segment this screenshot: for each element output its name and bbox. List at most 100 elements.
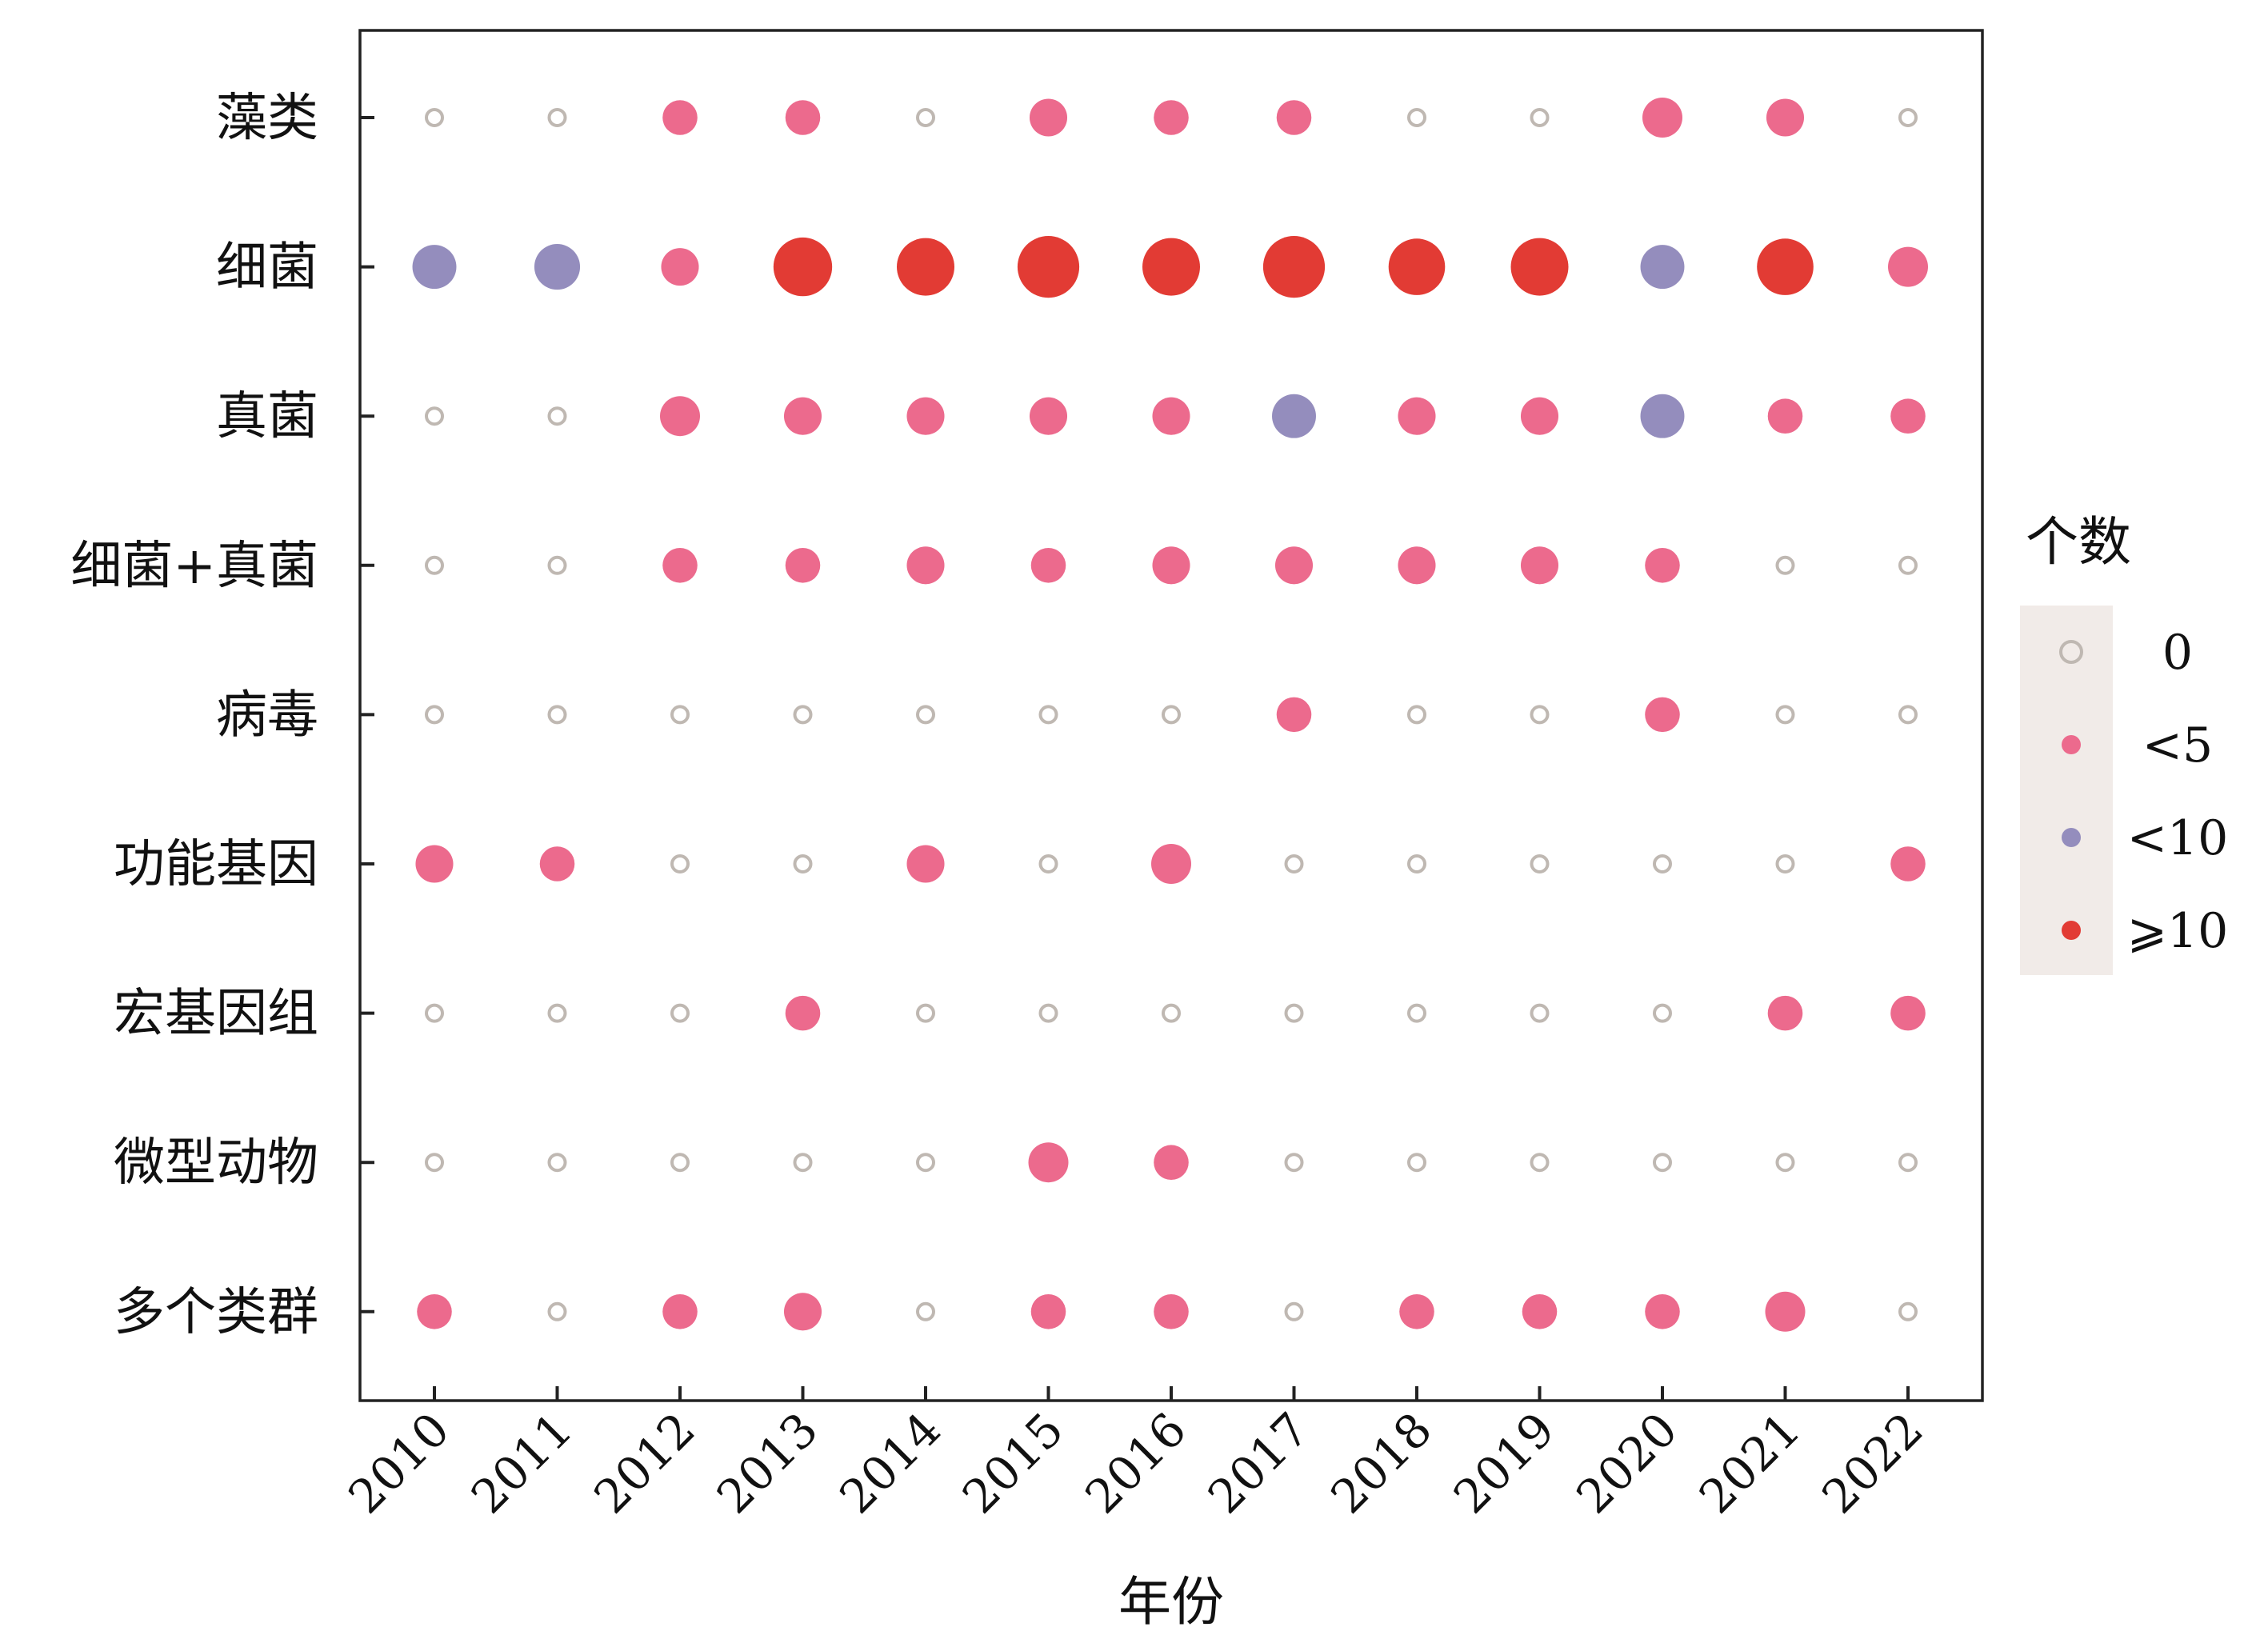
y-tick-label: 宏基因组 <box>114 985 318 1044</box>
bubble-2015-病毒 <box>1038 705 1058 725</box>
legend-title: 个数 <box>2026 511 2131 573</box>
bubble-2017-藻类 <box>1276 100 1312 135</box>
bubble-2014-真菌 <box>906 397 945 435</box>
bubble-2020-真菌 <box>1640 394 1685 438</box>
x-tick-label: 2011 <box>461 1402 582 1524</box>
bubble-2010-微型动物 <box>425 1153 444 1173</box>
bubble-2015-宏基因组 <box>1038 1003 1058 1023</box>
bubble-2016-真菌 <box>1152 397 1190 435</box>
bubble-2014-细菌 <box>897 238 954 296</box>
x-tick-label: 2012 <box>583 1402 705 1524</box>
bubble-2018-多个类群 <box>1399 1294 1434 1329</box>
bubble-2011-多个类群 <box>547 1301 567 1321</box>
bubble-2021-微型动物 <box>1775 1153 1795 1173</box>
bubble-2020-宏基因组 <box>1653 1003 1672 1023</box>
x-axis: 2010 2011 2012 2013 2014 2015 2016 2017 2018 2019… <box>338 1386 1934 1524</box>
bubble-2014-病毒 <box>916 705 935 725</box>
bubble-2014-多个类群 <box>916 1301 935 1321</box>
bubble-2010-功能基因 <box>415 845 454 883</box>
x-tick-label: 2018 <box>1320 1402 1442 1524</box>
bubble-2021-细菌 <box>1757 238 1814 295</box>
x-tick-label: 2017 <box>1198 1402 1319 1524</box>
bubble-2022-细菌 <box>1888 246 1928 287</box>
x-tick-label: 2019 <box>1443 1402 1565 1524</box>
bubble-2022-细菌+真菌 <box>1898 555 1918 575</box>
bubble-2018-病毒 <box>1407 705 1426 725</box>
y-tick-label: 细菌+真菌 <box>70 537 318 596</box>
bubble-2012-真菌 <box>660 396 700 437</box>
bubble-2011-真菌 <box>547 406 567 426</box>
bubble-2013-功能基因 <box>793 854 813 873</box>
bubble-2011-病毒 <box>547 705 567 725</box>
bubble-2022-宏基因组 <box>1890 995 1926 1031</box>
bubble-2010-藻类 <box>425 108 444 127</box>
bubble-2011-藻类 <box>547 108 567 127</box>
legend-label: <5 <box>2142 718 2213 774</box>
bubble-2010-多个类群 <box>417 1294 452 1329</box>
bubble-2019-细菌+真菌 <box>1520 546 1559 585</box>
bubble-2012-病毒 <box>670 705 690 725</box>
y-tick-label: 真菌 <box>216 387 318 446</box>
bubble-2019-藻类 <box>1530 108 1550 127</box>
bubble-2018-功能基因 <box>1407 854 1426 873</box>
bubble-2014-微型动物 <box>916 1153 935 1173</box>
x-tick-label: 2014 <box>829 1402 950 1524</box>
y-tick-label: 微型动物 <box>114 1133 318 1193</box>
bubble-2017-真菌 <box>1272 394 1316 438</box>
x-axis-title: 年份 <box>1118 1571 1224 1627</box>
bubble-2015-藻类 <box>1029 98 1068 137</box>
bubble-layer <box>412 98 1928 1332</box>
x-tick-label: 2015 <box>952 1402 1074 1524</box>
legend-marker <box>2059 640 2083 664</box>
y-tick-label: 多个类群 <box>114 1283 318 1342</box>
bubble-2014-藻类 <box>916 108 935 127</box>
legend-marker <box>2062 735 2081 754</box>
legend-label: ⩾10 <box>2127 903 2229 959</box>
bubble-2020-多个类群 <box>1645 1294 1680 1329</box>
bubble-2010-真菌 <box>425 406 444 426</box>
x-tick-label: 2013 <box>706 1402 828 1524</box>
bubble-2019-功能基因 <box>1530 854 1550 873</box>
bubble-2014-细菌+真菌 <box>906 546 945 585</box>
bubble-2012-藻类 <box>662 100 698 135</box>
bubble-2015-细菌+真菌 <box>1030 548 1066 583</box>
legend-items: 0 <5 <10 ⩾10 <box>2059 625 2229 959</box>
bubble-2018-宏基因组 <box>1407 1003 1426 1023</box>
legend-box <box>2020 606 2113 975</box>
bubble-2012-微型动物 <box>670 1153 690 1173</box>
bubble-2020-藻类 <box>1642 98 1682 138</box>
bubble-2012-细菌+真菌 <box>662 548 698 583</box>
bubble-2019-病毒 <box>1530 705 1550 725</box>
bubble-2012-细菌 <box>661 248 699 286</box>
legend: 个数 0 <5 <10 ⩾10 <box>2020 511 2228 975</box>
bubble-2010-病毒 <box>425 705 444 725</box>
bubble-2015-多个类群 <box>1030 1294 1066 1329</box>
legend-marker <box>2062 828 2081 847</box>
bubble-2013-病毒 <box>793 705 813 725</box>
x-tick-label: 2021 <box>1689 1402 1810 1524</box>
bubble-2014-宏基因组 <box>916 1003 935 1023</box>
y-tick-label: 细菌 <box>216 238 318 298</box>
bubble-2020-微型动物 <box>1653 1153 1672 1173</box>
bubble-2021-多个类群 <box>1765 1291 1806 1332</box>
bubble-2019-细菌 <box>1510 238 1569 296</box>
bubble-2022-病毒 <box>1898 705 1918 725</box>
bubble-2022-功能基因 <box>1890 846 1926 881</box>
bubble-2011-宏基因组 <box>547 1003 567 1023</box>
bubble-2021-病毒 <box>1775 705 1795 725</box>
bubble-2010-细菌+真菌 <box>425 555 444 575</box>
bubble-2011-细菌+真菌 <box>547 555 567 575</box>
bubble-2012-宏基因组 <box>670 1003 690 1023</box>
bubble-2020-功能基因 <box>1653 854 1672 873</box>
bubble-2022-藻类 <box>1898 108 1918 127</box>
bubble-2016-宏基因组 <box>1162 1003 1181 1023</box>
bubble-2021-宏基因组 <box>1767 995 1803 1031</box>
bubble-2016-功能基因 <box>1151 844 1191 884</box>
bubble-2017-细菌 <box>1262 236 1326 298</box>
bubble-2012-多个类群 <box>662 1294 698 1329</box>
bubble-2015-微型动物 <box>1028 1142 1069 1183</box>
x-tick-label: 2022 <box>1811 1402 1933 1524</box>
bubble-2021-功能基因 <box>1775 854 1795 873</box>
